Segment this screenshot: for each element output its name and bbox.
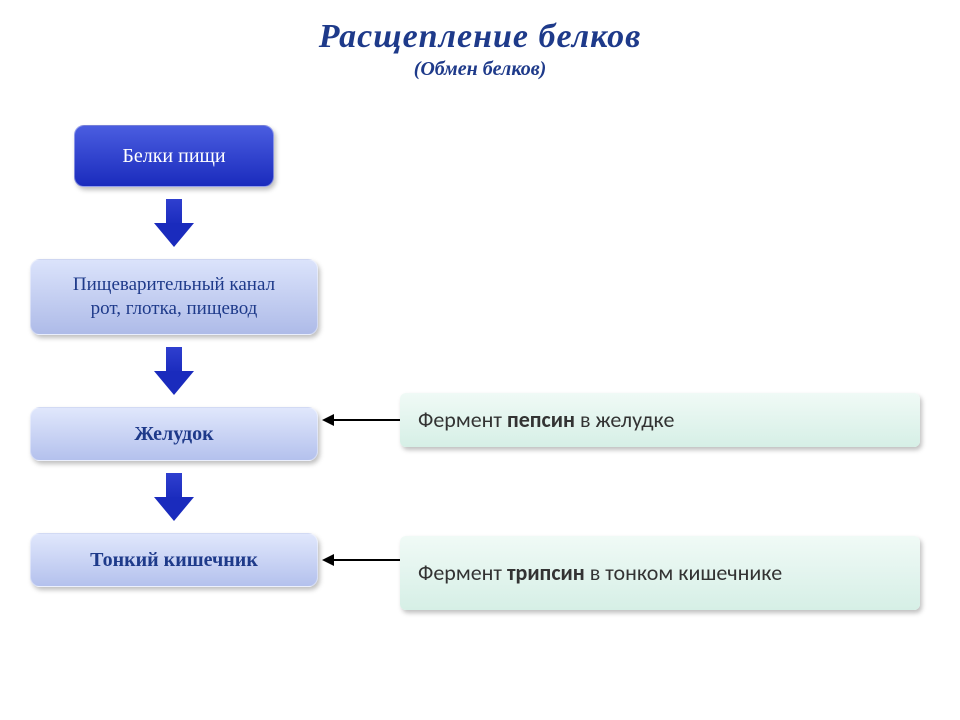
- connector-arrow: [322, 554, 400, 566]
- annotation-text: Фермент трипсин в тонком кишечнике: [418, 559, 782, 587]
- flow-node-label: Желудок: [134, 422, 213, 447]
- subtitle: (Обмен белков): [0, 58, 960, 81]
- flow-node-n3: Желудок: [30, 407, 318, 461]
- flow-area: Белки пищи Пищеварительный каналрот, глот…: [30, 125, 318, 587]
- flow-arrow-down: [154, 199, 194, 247]
- flow-node-n1: Белки пищи: [74, 125, 274, 187]
- flow-node-n4: Тонкий кишечник: [30, 533, 318, 587]
- flow-arrow-down: [154, 473, 194, 521]
- connector-arrow: [322, 414, 400, 426]
- flow-node-label: Тонкий кишечник: [90, 548, 258, 573]
- flow-node-n2: Пищеварительный каналрот, глотка, пищево…: [30, 259, 318, 335]
- flow-node-label: Белки пищи: [122, 144, 225, 169]
- title-block: Расщепление белков (Обмен белков): [0, 0, 960, 81]
- flow-node-label: Пищеварительный каналрот, глотка, пищево…: [73, 273, 275, 321]
- flow-arrow-down: [154, 347, 194, 395]
- annotation-a2: Фермент трипсин в тонком кишечнике: [400, 536, 920, 610]
- annotation-text: Фермент пепсин в желудке: [418, 406, 674, 434]
- main-title: Расщепление белков: [0, 18, 960, 56]
- annotation-a1: Фермент пепсин в желудке: [400, 393, 920, 447]
